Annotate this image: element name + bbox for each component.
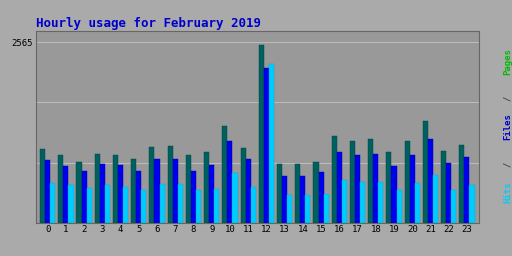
Bar — [167, 146, 173, 223]
Bar — [342, 180, 347, 223]
Bar — [123, 187, 128, 223]
Bar — [428, 139, 433, 223]
Bar — [360, 182, 365, 223]
Bar — [287, 195, 292, 223]
Bar — [387, 152, 391, 223]
Bar — [241, 148, 246, 223]
Bar — [368, 139, 373, 223]
Bar — [350, 141, 355, 223]
Bar — [318, 172, 324, 223]
Bar — [95, 154, 100, 223]
Bar — [305, 195, 310, 223]
Bar — [446, 163, 451, 223]
Bar — [69, 185, 74, 223]
Bar — [391, 166, 396, 223]
Bar — [191, 171, 196, 223]
Text: /: / — [503, 96, 512, 101]
Bar — [186, 155, 191, 223]
Bar — [433, 175, 438, 223]
Text: Pages: Pages — [503, 48, 512, 75]
Bar — [118, 165, 123, 223]
Bar — [150, 147, 155, 223]
Bar — [131, 159, 136, 223]
Bar — [76, 162, 81, 223]
Bar — [136, 171, 141, 223]
Bar — [464, 157, 470, 223]
Bar — [173, 159, 178, 223]
Bar — [470, 185, 475, 223]
Bar — [373, 154, 378, 223]
Text: Hits: Hits — [503, 181, 512, 203]
Bar — [378, 182, 383, 223]
Text: Hourly usage for February 2019: Hourly usage for February 2019 — [36, 17, 261, 29]
Bar — [410, 155, 415, 223]
Bar — [209, 165, 214, 223]
Bar — [50, 183, 55, 223]
Bar — [155, 159, 160, 223]
Bar — [40, 149, 45, 223]
Bar — [295, 164, 301, 223]
Bar — [214, 189, 219, 223]
Bar — [264, 68, 269, 223]
Bar — [246, 159, 251, 223]
Bar — [100, 164, 105, 223]
Bar — [282, 176, 287, 223]
Bar — [45, 160, 50, 223]
Bar — [459, 145, 464, 223]
Bar — [196, 190, 201, 223]
Bar — [160, 184, 165, 223]
Bar — [269, 65, 274, 223]
Bar — [415, 183, 420, 223]
Bar — [396, 190, 401, 223]
Bar — [404, 141, 410, 223]
Bar — [222, 126, 227, 223]
Bar — [58, 155, 63, 223]
Bar — [332, 136, 337, 223]
Bar — [232, 174, 238, 223]
Bar — [324, 194, 329, 223]
Bar — [277, 164, 282, 223]
Bar — [441, 151, 446, 223]
Bar — [141, 190, 146, 223]
Bar — [451, 190, 456, 223]
Bar — [259, 45, 264, 223]
Bar — [81, 171, 87, 223]
Bar — [113, 155, 118, 223]
Bar — [355, 155, 360, 223]
Bar — [313, 162, 318, 223]
Bar — [87, 188, 92, 223]
Bar — [251, 187, 256, 223]
Bar — [423, 121, 428, 223]
Bar — [337, 152, 342, 223]
Text: /: / — [503, 161, 512, 166]
Bar — [63, 166, 69, 223]
Bar — [105, 185, 110, 223]
Bar — [204, 152, 209, 223]
Bar — [227, 141, 232, 223]
Bar — [301, 176, 305, 223]
Bar — [178, 184, 183, 223]
Text: Files: Files — [503, 113, 512, 140]
